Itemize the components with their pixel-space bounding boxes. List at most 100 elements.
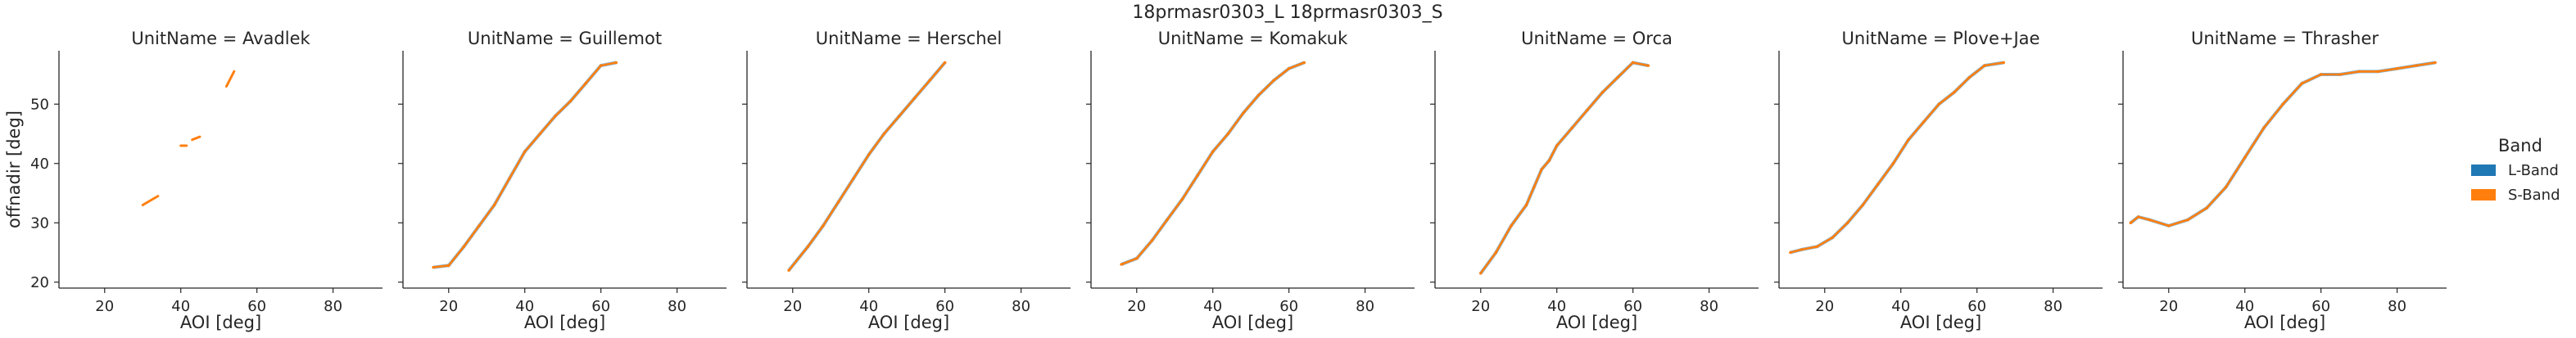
legend-swatch-l-band [2471, 164, 2496, 176]
data-trace-s-band [1479, 61, 1649, 274]
data-point [2433, 61, 2437, 65]
data-trace-l-band [1479, 61, 1649, 275]
legend-swatch-s-band [2471, 189, 2496, 201]
x-axis-label: AOI [deg] [524, 313, 605, 332]
x-tick-label: 20 [783, 298, 802, 315]
panel-title: UnitName = Avadlek [131, 29, 310, 48]
data-point [1600, 90, 1605, 94]
data-point [1631, 61, 1635, 65]
data-point [1616, 75, 1619, 79]
data-point [2148, 218, 2152, 222]
data-point [1891, 161, 1895, 165]
legend-label-l-band: L-Band [2508, 162, 2559, 179]
data-point [1922, 120, 1926, 124]
data-point [1211, 150, 1215, 154]
data-point [2415, 64, 2418, 67]
y-tick-label: 50 [30, 96, 49, 113]
panel-title: UnitName = Plove+Jae [1842, 29, 2040, 48]
x-tick-label: 80 [2388, 298, 2406, 315]
x-tick-label: 80 [1356, 298, 1374, 315]
data-point [1570, 126, 1574, 130]
data-point [554, 114, 557, 118]
data-point [1180, 197, 1184, 201]
data-point [492, 203, 496, 207]
data-point [2002, 61, 2005, 65]
data-point [1586, 108, 1589, 112]
x-tick-label: 60 [2311, 298, 2330, 315]
x-tick-label: 20 [1815, 298, 1834, 315]
data-point [614, 61, 618, 65]
data-point [1555, 144, 1559, 147]
data-point [2338, 73, 2342, 76]
x-axis-label: AOI [deg] [1900, 313, 1981, 332]
data-point [1952, 90, 1956, 94]
data-point [2281, 102, 2284, 106]
data-point [787, 268, 790, 273]
data-point [1226, 132, 1230, 136]
data-point [2300, 82, 2304, 85]
data-point [446, 264, 450, 268]
x-tick-label: 60 [1967, 298, 1986, 315]
data-point [599, 64, 603, 67]
data-point [1302, 61, 1306, 65]
data-point [1967, 75, 1972, 79]
x-tick-label: 60 [1623, 298, 1642, 315]
data-point [882, 132, 886, 136]
facet-panel: UnitName = Guillemot 20 40 60 80 AOI [deg] [398, 29, 727, 332]
data-trace-s-band [433, 61, 617, 268]
x-tick-label: 40 [859, 298, 878, 315]
data-point [1907, 137, 1910, 142]
facet-panel: UnitName = Thrasher 20 40 60 80 AOI [deg] [2118, 29, 2447, 332]
data-trace-l-band [1120, 61, 1305, 266]
data-point [2224, 185, 2228, 189]
data-point [836, 201, 840, 204]
facet-panels: UnitName = Avadlek 20 40 60 80 AOI [deg] 20 30 4… [4, 29, 2447, 332]
data-point [943, 61, 947, 65]
data-point [1120, 263, 1123, 266]
data-point [1815, 245, 1819, 249]
data-point [1532, 185, 1536, 189]
data-point [2186, 218, 2189, 222]
legend: Band L-Band S-Band [2471, 136, 2560, 204]
x-tick-label: 20 [95, 298, 114, 315]
data-point [2262, 126, 2266, 130]
x-axis-label: AOI [deg] [868, 313, 949, 332]
data-point [1877, 183, 1880, 186]
data-trace-s-band [788, 61, 946, 272]
x-tick-label: 60 [935, 298, 954, 315]
facet-panel: UnitName = Herschel 20 40 60 80 AOI [deg] [742, 29, 1071, 332]
data-point [584, 82, 587, 85]
data-trace-s-band [1790, 61, 2004, 254]
data-point [1845, 221, 1849, 225]
x-tick-label: 40 [1547, 298, 1566, 315]
panel-title: UnitName = Herschel [816, 29, 1003, 48]
y-tick-label: 20 [30, 274, 49, 291]
data-point [1494, 250, 1498, 255]
x-tick-label: 40 [2235, 298, 2254, 315]
data-segment-s-band [191, 135, 201, 142]
data-point [1540, 168, 1543, 171]
data-point [1242, 111, 1245, 115]
data-point [1646, 64, 1650, 67]
panel-title: UnitName = Guillemot [468, 29, 662, 48]
data-point [1831, 236, 1834, 240]
x-tick-label: 20 [1471, 298, 1490, 315]
data-trace-l-band [2130, 61, 2436, 228]
figure-title: 18prmasr0303_L 18prmasr0303_S [1132, 2, 1442, 23]
legend-label-s-band: S-Band [2508, 187, 2560, 204]
data-point [1478, 272, 1483, 275]
data-point [432, 265, 435, 269]
data-point [2205, 206, 2209, 210]
x-tick-label: 80 [2044, 298, 2062, 315]
x-tick-label: 80 [1012, 298, 1030, 315]
data-point [806, 245, 810, 249]
data-point [2376, 70, 2380, 74]
data-segment-s-band [224, 70, 236, 88]
data-point [1510, 224, 1513, 228]
data-point [478, 224, 481, 228]
data-point [1861, 203, 1865, 207]
x-tick-label: 60 [591, 298, 610, 315]
x-tick-label: 40 [1203, 298, 1222, 315]
x-axis-label: AOI [deg] [2244, 313, 2325, 332]
